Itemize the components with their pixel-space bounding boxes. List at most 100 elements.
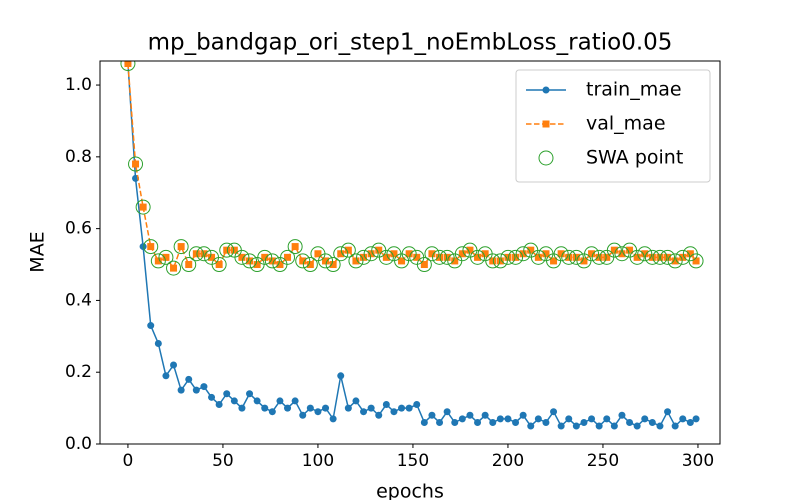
point-marker — [302, 257, 318, 273]
point-marker — [572, 253, 580, 261]
x-tick-label: 100 — [302, 451, 334, 471]
point-marker — [667, 253, 683, 269]
point-marker — [439, 249, 455, 265]
point-marker — [276, 261, 284, 269]
point-marker — [337, 372, 345, 380]
point-marker — [466, 411, 474, 419]
point-marker — [154, 339, 162, 347]
x-tick-label: 50 — [212, 451, 234, 471]
point-marker — [413, 253, 421, 261]
point-marker — [489, 257, 497, 265]
point-marker — [614, 246, 630, 262]
point-marker — [356, 249, 372, 265]
point-marker — [234, 249, 250, 265]
chart-title: mp_bandgap_ori_step1_noEmbLoss_ratio0.05 — [148, 30, 673, 56]
point-marker — [470, 249, 486, 265]
legend: train_mae val_mae SWA point — [515, 69, 711, 183]
point-marker — [542, 418, 550, 426]
legend-label: SWA point — [586, 147, 683, 169]
point-marker — [314, 250, 322, 258]
point-marker — [375, 246, 383, 254]
point-marker — [208, 393, 216, 401]
point-marker — [200, 383, 208, 391]
point-marker — [492, 253, 508, 269]
point-marker — [572, 422, 580, 430]
point-marker — [340, 242, 356, 258]
point-marker — [124, 61, 132, 68]
point-marker — [211, 257, 227, 273]
point-marker — [337, 250, 345, 258]
point-marker — [561, 249, 577, 265]
point-marker — [333, 246, 349, 262]
point-marker — [512, 418, 520, 426]
point-marker — [329, 415, 337, 423]
point-marker — [291, 397, 299, 405]
point-marker — [557, 250, 565, 258]
point-marker — [299, 411, 307, 419]
point-marker — [648, 418, 656, 426]
point-marker — [565, 253, 573, 261]
point-marker — [629, 249, 645, 265]
point-marker — [215, 401, 223, 409]
point-marker — [246, 390, 254, 398]
point-marker — [223, 390, 231, 398]
point-marker — [416, 257, 432, 273]
point-marker — [481, 411, 489, 419]
point-marker — [295, 253, 311, 269]
point-marker — [481, 250, 489, 258]
point-marker — [606, 242, 622, 258]
x-axis-label: epochs — [376, 481, 444, 500]
point-marker — [375, 411, 383, 419]
point-marker — [128, 156, 144, 172]
point-marker — [428, 411, 436, 419]
point-marker — [485, 253, 501, 269]
point-marker — [181, 257, 197, 273]
point-marker — [656, 253, 664, 261]
legend-box — [515, 69, 711, 183]
point-marker — [196, 246, 212, 262]
point-marker — [276, 397, 284, 405]
point-marker — [496, 257, 504, 265]
point-marker — [466, 246, 474, 254]
point-marker — [143, 239, 159, 255]
point-marker — [458, 415, 466, 423]
legend-marker — [542, 120, 550, 128]
point-marker — [238, 253, 246, 261]
point-marker — [626, 418, 634, 426]
point-marker — [692, 415, 700, 423]
point-marker — [219, 242, 235, 258]
point-marker — [170, 264, 178, 272]
point-marker — [686, 250, 694, 258]
point-marker — [679, 415, 687, 423]
point-marker — [671, 257, 679, 265]
point-marker — [360, 408, 368, 416]
point-marker — [200, 250, 208, 258]
point-marker — [398, 404, 406, 412]
point-marker — [633, 253, 641, 261]
x-tick-label: 250 — [587, 451, 619, 471]
axes-frame — [99, 60, 721, 445]
point-marker — [534, 253, 542, 261]
point-marker — [280, 249, 296, 265]
point-marker — [671, 422, 679, 430]
point-marker — [401, 246, 417, 262]
point-marker — [306, 261, 314, 269]
point-marker — [656, 422, 664, 430]
point-marker — [268, 257, 276, 265]
point-marker — [648, 253, 656, 261]
point-marker — [322, 404, 330, 412]
point-marker — [474, 253, 482, 261]
point-marker — [139, 243, 147, 251]
point-marker — [618, 250, 626, 258]
series-line — [127, 63, 697, 270]
point-marker — [565, 415, 573, 423]
point-marker — [230, 397, 238, 405]
point-marker — [299, 257, 307, 265]
point-marker — [652, 249, 668, 265]
point-marker — [591, 249, 607, 265]
legend-marker — [538, 150, 554, 166]
point-marker — [139, 203, 147, 211]
point-marker — [264, 253, 280, 269]
legend-label: train_mae — [586, 79, 682, 101]
point-marker — [132, 160, 140, 168]
